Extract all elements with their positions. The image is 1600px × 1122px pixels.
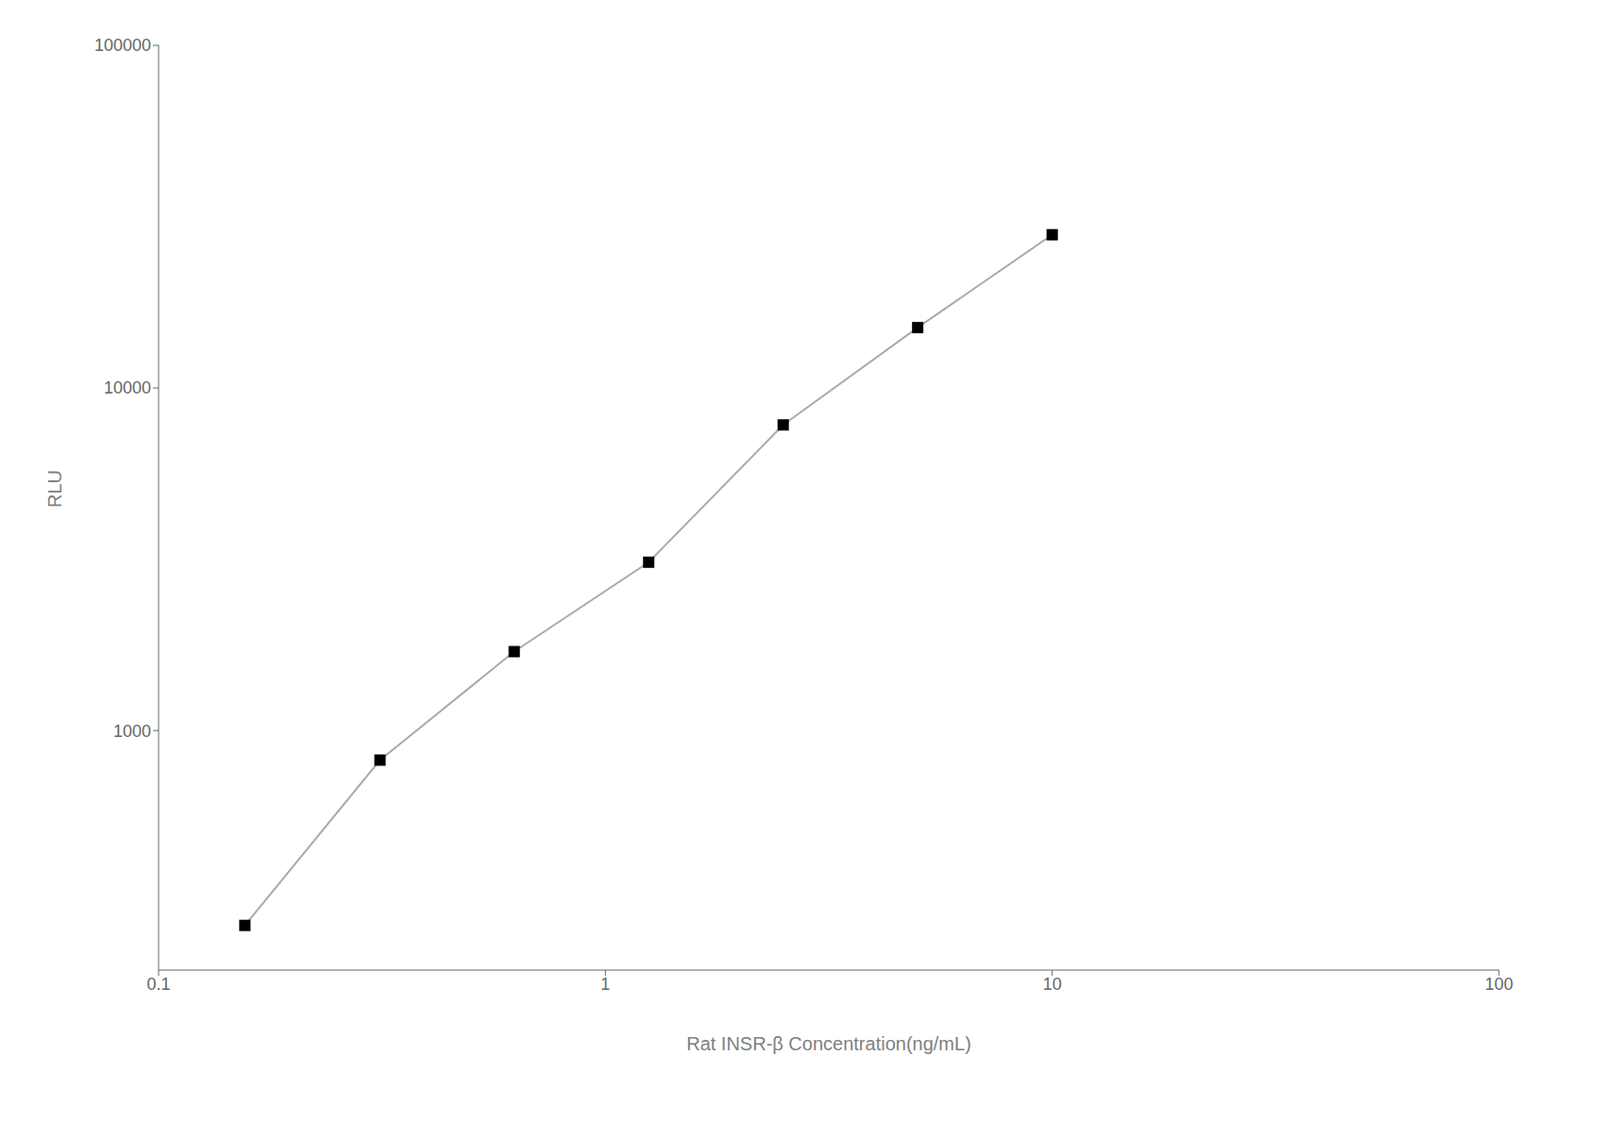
svg-text:Rat INSR-β Concentration(ng/mL: Rat INSR-β Concentration(ng/mL) (686, 1033, 972, 1055)
svg-text:10000: 10000 (103, 378, 152, 398)
svg-text:1000: 1000 (113, 722, 152, 742)
svg-text:100: 100 (1484, 975, 1514, 994)
svg-text:100000: 100000 (94, 35, 152, 55)
svg-text:0.1: 0.1 (146, 975, 170, 994)
svg-text:10: 10 (1043, 975, 1062, 994)
svg-text:RLU: RLU (44, 470, 66, 508)
svg-text:1: 1 (600, 975, 610, 994)
